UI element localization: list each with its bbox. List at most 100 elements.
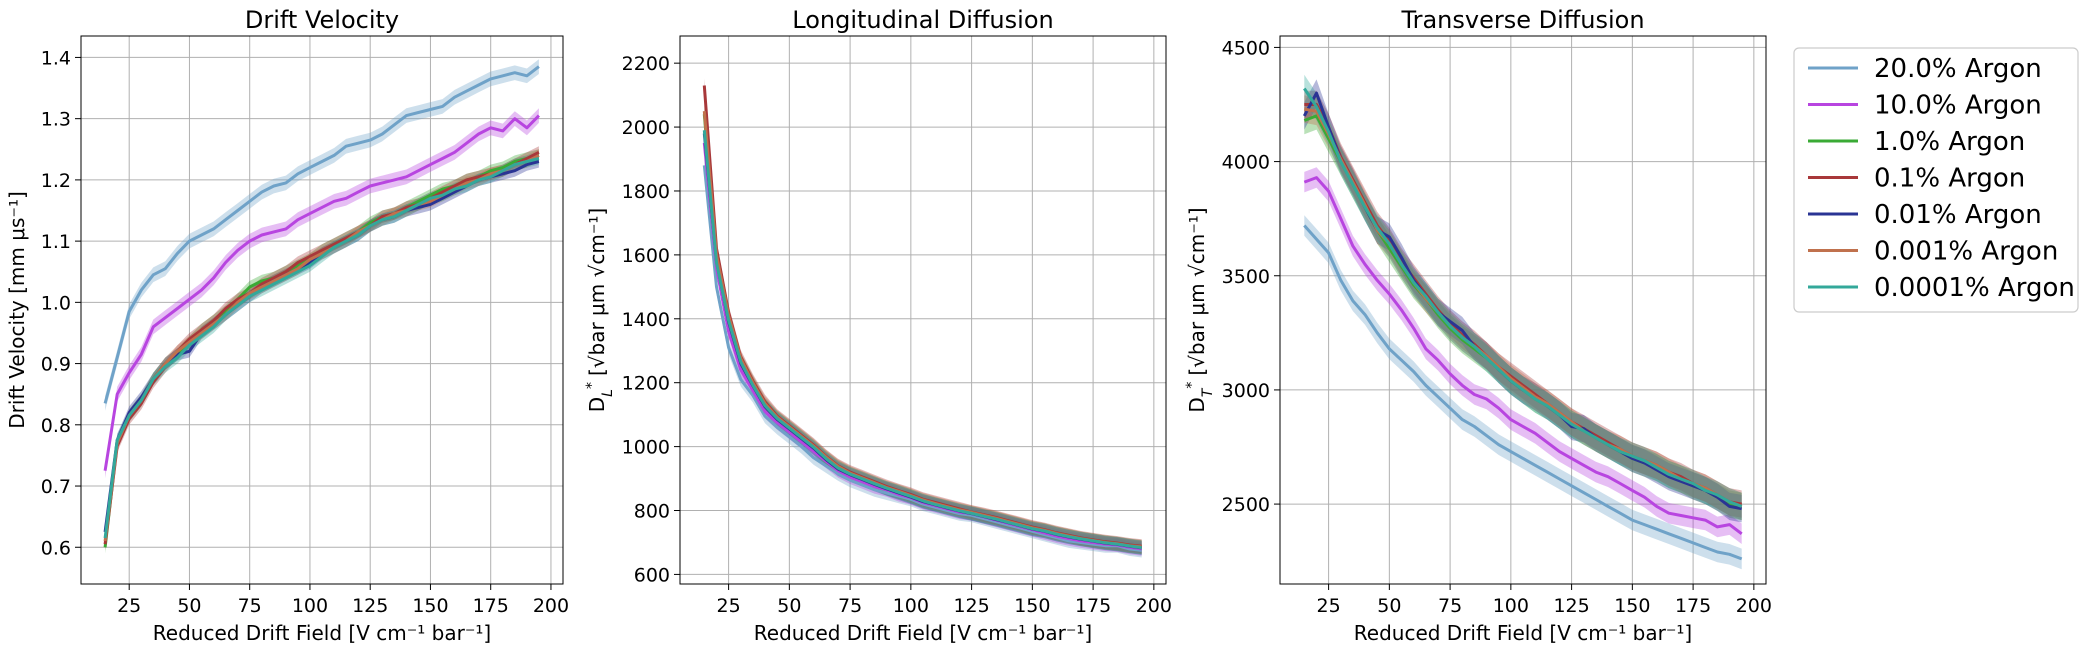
x-tick-label: 125 — [953, 595, 989, 617]
legend-label: 1.0% Argon — [1874, 127, 2025, 157]
series-line — [702, 165, 1142, 552]
x-tick-label: 25 — [117, 595, 141, 617]
y-tick-label: 4000 — [1222, 152, 1270, 174]
series-band — [1304, 95, 1742, 521]
series-line — [702, 133, 1142, 550]
x-tick-label: 50 — [177, 595, 201, 617]
series-line — [702, 130, 1142, 550]
series-line — [1303, 224, 1743, 561]
y-tick-label: 1.0 — [41, 292, 71, 314]
series-line — [702, 85, 1142, 548]
x-tick-label: 100 — [292, 595, 328, 617]
y-tick-label: 3000 — [1222, 380, 1270, 402]
y-tick-label: 0.7 — [41, 476, 71, 498]
legend-label: 10.0% Argon — [1874, 91, 2042, 121]
x-tick-label: 175 — [1675, 595, 1711, 617]
y-axis-label: DL*[√bar μm √cm⁻¹] — [584, 208, 616, 412]
x-tick-label: 75 — [238, 595, 262, 617]
y-tick-label: 3500 — [1222, 266, 1270, 288]
legend: 20.0% Argon 10.0% Argon 1.0% Argon 0.1% Arg… — [1793, 47, 2079, 313]
y-tick-label: 0.6 — [41, 537, 71, 559]
series-line — [1303, 114, 1742, 508]
axes-frame — [80, 35, 564, 585]
series-line — [1303, 87, 1743, 508]
x-axis-label: Reduced Drift Field [V cm⁻¹ bar⁻¹] — [754, 621, 1092, 645]
y-axis-label: DT*[√bar μm √cm⁻¹] — [1184, 207, 1216, 412]
y-tick-label: 2200 — [622, 53, 670, 75]
y-tick-label: 2000 — [622, 117, 670, 139]
x-tick-label: 75 — [1438, 595, 1462, 617]
drift-velocity-panel: 25 50 75 100 125 150 175 200 0.6 0.7 0.8 0.9 1.0 1.1 1… — [5, 6, 569, 645]
x-tick-label: 75 — [838, 595, 862, 617]
transverse-diffusion-panel: 25 50 75 100 125 150 175 200 2500 3000 3500 4000 450… — [1184, 6, 1772, 645]
x-tick-label: 175 — [473, 595, 509, 617]
x-tick-label: 50 — [1377, 595, 1401, 617]
y-tick-label: 2500 — [1222, 494, 1270, 516]
x-tick-label: 150 — [1014, 595, 1050, 617]
axes-frame — [1279, 35, 1767, 585]
y-tick-label: 1800 — [622, 181, 670, 203]
chart-title: Drift Velocity — [245, 6, 399, 34]
y-tick-label: 600 — [634, 564, 670, 586]
series-band — [105, 108, 539, 479]
chart-title: Transverse Diffusion — [1400, 6, 1644, 34]
series-line — [103, 65, 540, 404]
series-line — [702, 142, 1142, 551]
series-line — [103, 114, 540, 471]
series-line — [1302, 91, 1742, 511]
series-band — [704, 123, 1142, 555]
legend-frame — [1793, 47, 2079, 313]
series-band — [1304, 79, 1742, 523]
y-tick-label: 800 — [634, 501, 670, 523]
x-tick-label: 25 — [1317, 595, 1341, 617]
series-line — [1304, 107, 1743, 508]
x-tick-label: 125 — [1553, 595, 1589, 617]
series-line — [103, 160, 540, 533]
y-axis-label: Drift Velocity [mm μs⁻¹] — [5, 191, 29, 429]
x-tick-label: 200 — [1136, 595, 1172, 617]
series-band — [1304, 102, 1742, 521]
series-line — [103, 157, 540, 539]
series-band — [704, 104, 1142, 554]
y-tick-label: 1400 — [622, 309, 670, 331]
series-band — [704, 78, 1142, 554]
series-line — [702, 114, 1142, 549]
y-tick-label: 0.9 — [41, 354, 71, 376]
x-axis-label: Reduced Drift Field [V cm⁻¹ bar⁻¹] — [153, 621, 491, 645]
y-tick-label: 1.3 — [41, 109, 71, 131]
longitudinal-diffusion-panel: 25 50 75 100 125 150 175 200 600 800 1000 1200 1400 1… — [584, 6, 1172, 645]
x-tick-label: 50 — [777, 595, 801, 617]
x-tick-label: 125 — [352, 595, 388, 617]
y-tick-label: 1600 — [622, 245, 670, 267]
series-line — [103, 154, 540, 542]
legend-label: 0.001% Argon — [1874, 237, 2058, 267]
x-tick-label: 25 — [717, 595, 741, 617]
series-band — [1304, 90, 1742, 518]
x-tick-label: 100 — [1493, 595, 1529, 617]
series-band — [704, 107, 1142, 555]
chart-title: Longitudinal Diffusion — [792, 6, 1053, 34]
series-line — [1303, 176, 1743, 535]
series-line — [702, 110, 1142, 549]
axes-frame — [679, 35, 1167, 585]
series-band — [1304, 74, 1742, 521]
x-tick-label: 100 — [893, 595, 929, 617]
x-axis-label: Reduced Drift Field [V cm⁻¹ bar⁻¹] — [1354, 621, 1692, 645]
y-tick-label: 1000 — [622, 437, 670, 459]
y-tick-label: 4500 — [1222, 37, 1270, 59]
legend-label: 0.0001% Argon — [1874, 273, 2075, 303]
legend-label: 20.0% Argon — [1874, 54, 2042, 84]
y-tick-label: 1.1 — [41, 231, 71, 253]
y-tick-label: 1.2 — [41, 170, 71, 192]
legend-label: 0.01% Argon — [1874, 200, 2042, 230]
y-tick-label: 1200 — [622, 373, 670, 395]
y-tick-label: 1.4 — [41, 47, 71, 69]
series-line — [1304, 103, 1742, 506]
series-band — [105, 59, 539, 411]
x-tick-label: 200 — [1736, 595, 1772, 617]
x-tick-label: 200 — [533, 595, 569, 617]
legend-label: 0.1% Argon — [1874, 164, 2025, 194]
x-tick-label: 150 — [1614, 595, 1650, 617]
y-tick-label: 0.8 — [41, 415, 71, 437]
